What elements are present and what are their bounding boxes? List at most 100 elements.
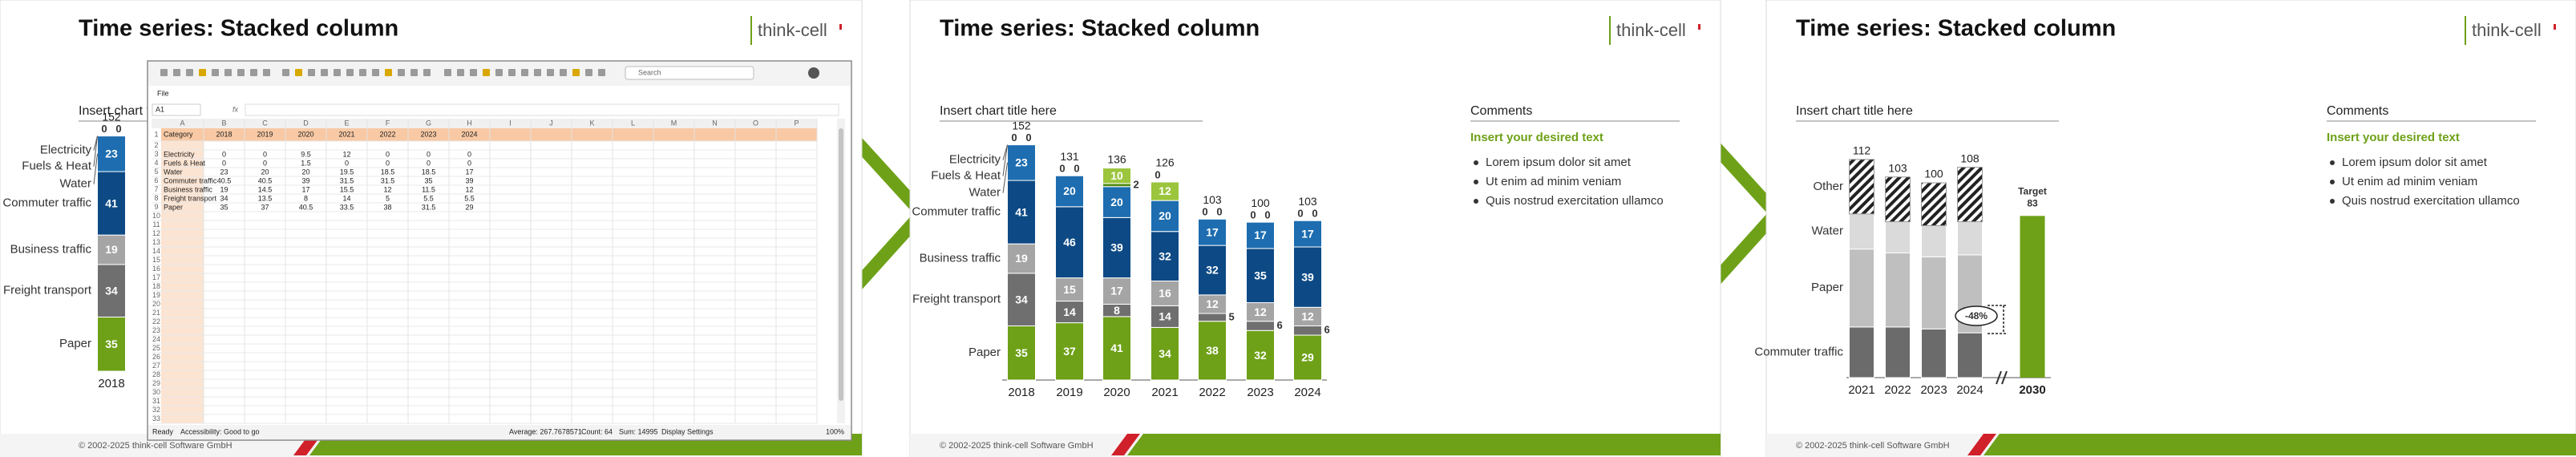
bar-segment [1921, 328, 1947, 378]
bar-segment [1849, 249, 1874, 328]
row-number: 15 [152, 256, 160, 264]
toolbar-icon [282, 69, 289, 76]
segment-label: 29 [1301, 351, 1314, 364]
column-letter: F [386, 119, 390, 127]
bullet-dot [1474, 180, 1478, 184]
toolbar-icon [186, 69, 193, 76]
toolbar-icon [237, 69, 245, 76]
segment-label: 10 [1110, 169, 1123, 182]
logo: think-cell [2472, 20, 2542, 40]
bullet-dot [2330, 180, 2335, 184]
comment-bullet: Ut enim ad minim veniam [2342, 175, 2477, 188]
toolbar-icon [212, 69, 219, 76]
slide: Time series: Stacked column think-cell Ins… [1754, 0, 2576, 457]
data-cell: 39 [301, 176, 309, 184]
bar-segment [1198, 321, 1227, 381]
segment-label: 0 [115, 123, 121, 135]
legend-label: Paper [969, 346, 1001, 359]
category-label: 2024 [1294, 386, 1320, 399]
file-tab: File [157, 89, 169, 97]
category-label: 2024 [1956, 383, 1983, 397]
chart-title: Insert chart title here [940, 104, 1057, 118]
segment-label: 35 [1015, 346, 1028, 359]
bar-segment [1246, 221, 1275, 249]
status-bar [148, 425, 851, 439]
bullet-dot [2330, 160, 2335, 165]
total-label: 152 [1012, 119, 1031, 131]
header-cell: 2024 [461, 130, 477, 138]
data-cell: 17 [465, 168, 473, 176]
formula-label: fx [233, 105, 239, 113]
category-label: 2018 [1008, 386, 1034, 399]
segment-label: 19 [1015, 252, 1028, 265]
status-text: Sum: 14995 [619, 427, 658, 435]
bar-segment [1921, 224, 1947, 257]
row-number: 6 [154, 176, 158, 184]
data-cell: 18.5 [422, 168, 436, 176]
scroll-thumb [839, 128, 843, 401]
segment-label: 34 [1015, 293, 1028, 305]
status-text: Count: 64 [581, 427, 613, 435]
bar-segment [1957, 167, 1983, 223]
bullet-dot [1474, 199, 1478, 204]
segment-label: 15 [1063, 283, 1076, 296]
toolbar-icon [521, 69, 528, 76]
category-label: 2022 [1884, 383, 1911, 397]
column-letter: B [221, 119, 226, 127]
category-label: 2021 [1151, 386, 1178, 399]
data-cell: 13.5 [258, 194, 273, 202]
leader-line [1002, 162, 1008, 193]
data-cell: 0 [222, 159, 226, 167]
bar-segment [1055, 322, 1084, 381]
segment-label: 41 [105, 196, 118, 209]
logo-accent [1698, 24, 1700, 30]
comments-heading: Comments [2327, 104, 2388, 118]
data-cell: 5.5 [464, 194, 475, 202]
toolbar-icon [359, 69, 366, 76]
bar-segment [1957, 332, 1983, 378]
segment-label: 35 [1254, 269, 1267, 281]
row-number: 12 [152, 229, 160, 237]
segment-label: 0 [1297, 208, 1303, 220]
header-cell: 2019 [257, 130, 273, 138]
column-letter: I [509, 119, 512, 127]
bar-segment [1151, 280, 1179, 306]
segment-label: 0 [101, 123, 107, 135]
legend-label: Fuels & Heat [22, 160, 92, 173]
column-letter: P [794, 119, 799, 127]
category-label: 2021 [1848, 383, 1874, 397]
data-cell: 29 [465, 203, 473, 211]
bar-segment [1885, 326, 1911, 378]
segment-label: 20 [1110, 196, 1123, 208]
column-letter: A [180, 119, 184, 127]
row-number: 32 [152, 406, 160, 414]
column-letter: O [753, 119, 758, 127]
logo: think-cell [758, 20, 827, 40]
row-number: 20 [152, 300, 160, 308]
row-label: Paper [164, 203, 183, 211]
status-text: 100% [826, 427, 844, 435]
toolbar-icon [483, 69, 490, 76]
toolbar-icon [224, 69, 232, 76]
row-number: 7 [154, 185, 158, 193]
data-cell: 12 [465, 185, 473, 193]
difference-bracket [1988, 305, 2007, 334]
leader-line [93, 153, 98, 184]
data-cell: 19 [220, 185, 228, 193]
data-cell: 11.5 [422, 185, 435, 193]
data-cell: 0 [386, 150, 390, 158]
footer-accent [1967, 434, 1996, 455]
column-letter: L [631, 119, 635, 127]
legend-label: Electricity [949, 153, 1001, 167]
data-cell: 40.5 [299, 203, 313, 211]
segment-label: 35 [105, 338, 118, 350]
bar-segment [1246, 330, 1275, 381]
segment-label: 6 [1324, 324, 1330, 336]
logo: think-cell [1616, 20, 1686, 40]
row-number: 28 [152, 370, 160, 378]
leader-line [1002, 144, 1008, 176]
bar-segment [1921, 256, 1947, 330]
category-label: 2020 [1103, 386, 1130, 399]
row-label: Electricity [164, 150, 195, 158]
category-label: 2023 [1920, 383, 1947, 397]
